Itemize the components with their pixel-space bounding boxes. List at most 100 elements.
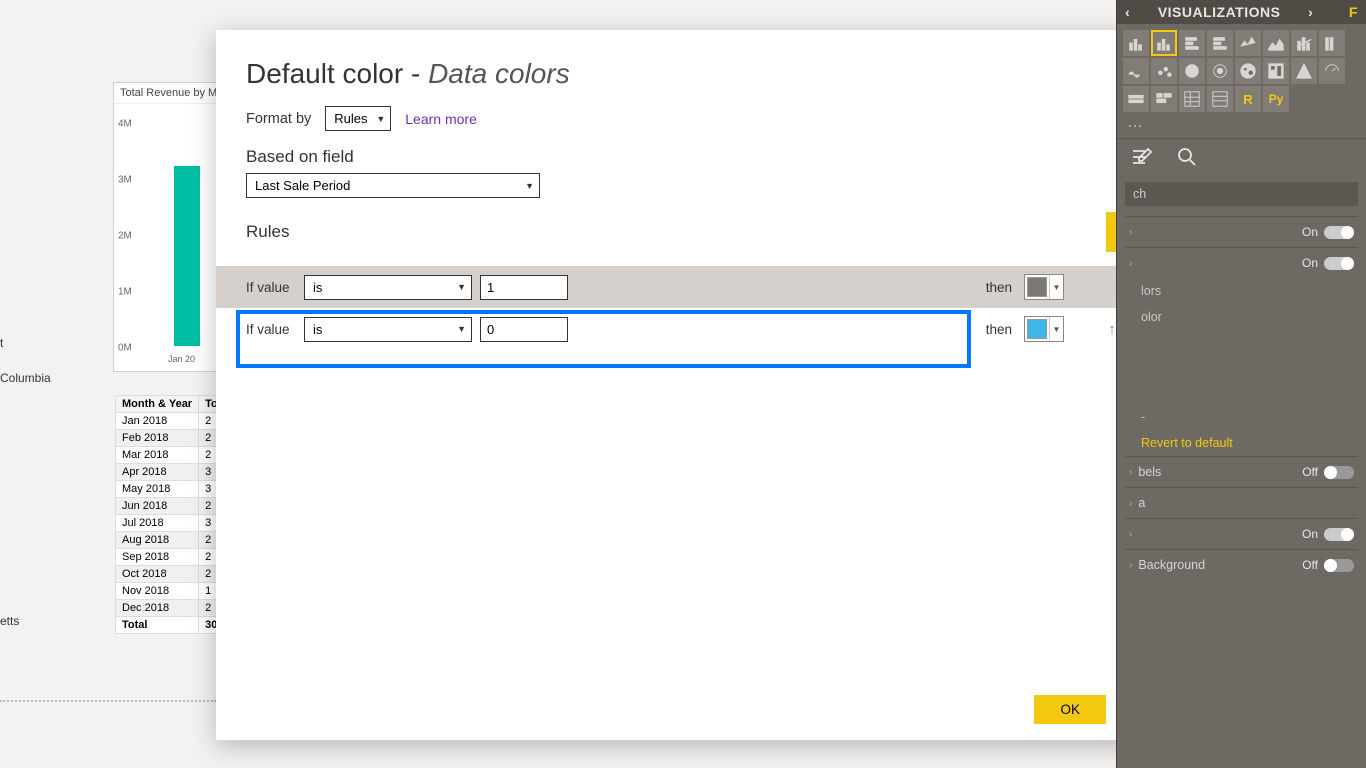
cell-month: Mar 2018	[116, 447, 199, 464]
r-visual-icon: R	[1243, 92, 1252, 107]
x-axis-label: Jan 20	[168, 354, 195, 364]
if-value-label: If value	[246, 322, 296, 337]
format-by-row: Format by Rules Learn more	[216, 98, 1220, 139]
table-row: Aug 20182	[116, 532, 228, 549]
toggle[interactable]: On	[1302, 527, 1354, 541]
based-on-field-select[interactable]: Last Sale Period	[246, 173, 540, 198]
cell-month: Jul 2018	[116, 515, 199, 532]
color-picker[interactable]: ▼	[1024, 274, 1064, 300]
viz-type-icon[interactable]	[1123, 86, 1149, 112]
revert-to-default-link[interactable]: Revert to default	[1125, 430, 1358, 456]
if-value-label: If value	[246, 280, 296, 295]
toggle[interactable]: Off	[1302, 465, 1354, 479]
cell-month: Dec 2018	[116, 600, 199, 617]
cell-month: Nov 2018	[116, 583, 199, 600]
property-row[interactable]: › On	[1125, 247, 1358, 278]
viz-type-icon[interactable]	[1263, 58, 1289, 84]
chevron-right-icon: ›	[1129, 529, 1132, 540]
cell-month: Feb 2018	[116, 430, 199, 447]
color-swatch	[1027, 277, 1047, 297]
toggle[interactable]: Off	[1302, 558, 1354, 572]
y-axis-label: 0M	[118, 343, 132, 354]
cell-total-label: Total	[116, 617, 199, 634]
property-row-labels[interactable]: ›bels Off	[1125, 456, 1358, 487]
table-row: Apr 20183	[116, 464, 228, 481]
viz-type-icon[interactable]	[1291, 58, 1317, 84]
chart-bar	[174, 166, 200, 346]
title-main: Default color	[246, 58, 403, 89]
viz-type-icon[interactable]: R	[1235, 86, 1261, 112]
table-header-month: Month & Year	[116, 396, 199, 413]
rule-row: If value is then ▼ ↑ ↓ ✕	[216, 308, 1220, 350]
viz-type-icon[interactable]	[1235, 30, 1261, 56]
prev-arrow-icon[interactable]: ‹	[1125, 4, 1130, 20]
table-row: Jan 20182	[116, 413, 228, 430]
cell-month: Apr 2018	[116, 464, 199, 481]
chevron-right-icon: ›	[1129, 560, 1132, 571]
rule-row: If value is then ▼ ↑ ↓ ✕	[216, 266, 1220, 308]
dotted-divider	[0, 700, 216, 702]
viz-type-icon[interactable]	[1235, 58, 1261, 84]
property-row[interactable]: › On	[1125, 216, 1358, 247]
property-row-background[interactable]: ›Background Off	[1125, 549, 1358, 580]
background-table: Month & Year Tot Jan 20182Feb 20182Mar 2…	[115, 395, 228, 634]
viz-type-icon[interactable]	[1207, 58, 1233, 84]
format-by-label: Format by	[246, 111, 311, 127]
title-sub: Data colors	[428, 58, 570, 89]
viz-type-icon[interactable]	[1179, 86, 1205, 112]
cell-month: Jun 2018	[116, 498, 199, 515]
property-row-a[interactable]: ›a	[1125, 487, 1358, 518]
visualizations-title: VISUALIZATIONS	[1158, 4, 1281, 20]
color-picker[interactable]: ▼	[1024, 316, 1064, 342]
toggle[interactable]: On	[1302, 225, 1354, 239]
background-slicer-text: Columbia	[0, 371, 51, 385]
more-dots[interactable]: …	[1117, 114, 1366, 138]
toggle[interactable]: On	[1302, 256, 1354, 270]
format-by-select[interactable]: Rules	[325, 106, 391, 131]
title-sep: -	[403, 58, 428, 89]
sub-property: olor	[1125, 304, 1358, 330]
viz-type-icon[interactable]	[1123, 58, 1149, 84]
search-input[interactable]: ch	[1125, 182, 1358, 206]
viz-type-icon[interactable]	[1207, 86, 1233, 112]
viz-type-icon[interactable]	[1151, 30, 1177, 56]
chevron-right-icon: ›	[1129, 227, 1132, 238]
rule-value-input[interactable]	[480, 317, 568, 342]
rule-value-input[interactable]	[480, 275, 568, 300]
y-axis-label: 2M	[118, 231, 132, 242]
viz-type-icon[interactable]	[1319, 58, 1345, 84]
viz-type-icon[interactable]	[1179, 30, 1205, 56]
viz-type-icon[interactable]	[1263, 30, 1289, 56]
viz-type-icon[interactable]	[1151, 86, 1177, 112]
based-on-label: Based on field	[216, 139, 1220, 171]
viz-type-icon[interactable]	[1291, 30, 1317, 56]
chevron-right-icon: ›	[1129, 467, 1132, 478]
learn-more-link[interactable]: Learn more	[405, 111, 477, 127]
background-slicer-text: t	[0, 336, 3, 350]
sub-property: lors	[1125, 278, 1358, 304]
viz-type-icon[interactable]	[1151, 58, 1177, 84]
viz-type-icon[interactable]	[1179, 58, 1205, 84]
cell-month: Jan 2018	[116, 413, 199, 430]
table-row: Dec 20182	[116, 600, 228, 617]
chevron-right-icon: ›	[1129, 498, 1132, 509]
y-axis-label: 3M	[118, 175, 132, 186]
next-arrow-icon[interactable]: ›	[1308, 4, 1313, 20]
ok-button[interactable]: OK	[1034, 695, 1106, 724]
color-swatch	[1027, 319, 1047, 339]
viz-type-icon[interactable]: Py	[1263, 86, 1289, 112]
cell-month: Sep 2018	[116, 549, 199, 566]
cell-month: Aug 2018	[116, 532, 199, 549]
table-row: Jul 20183	[116, 515, 228, 532]
dialog-title: Default color - Data colors	[216, 30, 1220, 98]
rule-operator-select[interactable]: is	[304, 317, 472, 342]
rules-list: If value is then ▼ ↑ ↓ ✕ If value is the…	[216, 266, 1220, 350]
viz-type-icon[interactable]	[1319, 30, 1345, 56]
format-tab[interactable]	[1129, 145, 1153, 172]
viz-type-icon[interactable]	[1207, 30, 1233, 56]
then-label: then	[986, 280, 1012, 295]
property-row-generic[interactable]: › On	[1125, 518, 1358, 549]
rule-operator-select[interactable]: is	[304, 275, 472, 300]
analytics-tab[interactable]	[1175, 145, 1199, 172]
viz-type-icon[interactable]	[1123, 30, 1149, 56]
